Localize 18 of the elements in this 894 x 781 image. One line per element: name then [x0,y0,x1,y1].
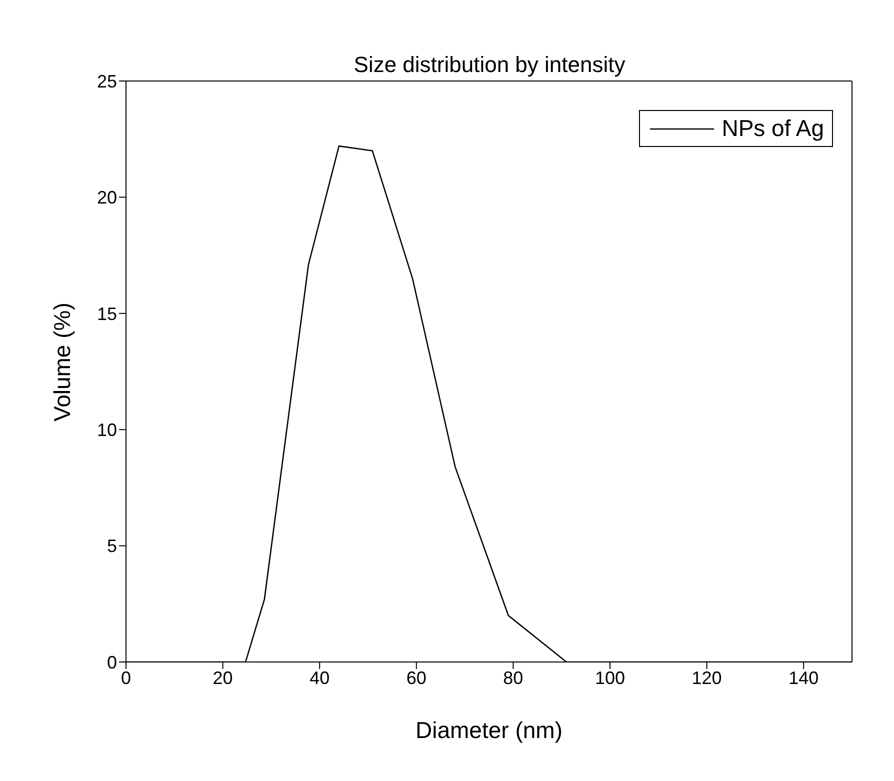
y-axis-title: Volume (%) [49,302,76,422]
x-tick-label: 40 [310,668,330,688]
x-tick-label: 100 [594,668,626,688]
x-tick-label: 60 [406,668,426,688]
x-tick-label: 140 [788,668,819,688]
y-tick-label: 20 [96,188,117,208]
x-axis-title: Diameter (nm) [416,717,562,743]
x-tick-label: 80 [503,668,524,688]
x-tick-label: 0 [120,668,132,688]
legend-label: NPs of Ag [722,115,824,142]
chart-title: Size distribution by intensity [352,52,626,78]
y-tick-label: 10 [96,420,117,440]
y-tick-label: 15 [96,304,117,324]
y-tick-label: 25 [96,71,117,92]
x-tick-label: 120 [692,668,722,688]
x-tick-label: 20 [212,668,233,688]
y-tick-label: 5 [106,536,117,556]
y-tick-label: 0 [106,652,117,672]
